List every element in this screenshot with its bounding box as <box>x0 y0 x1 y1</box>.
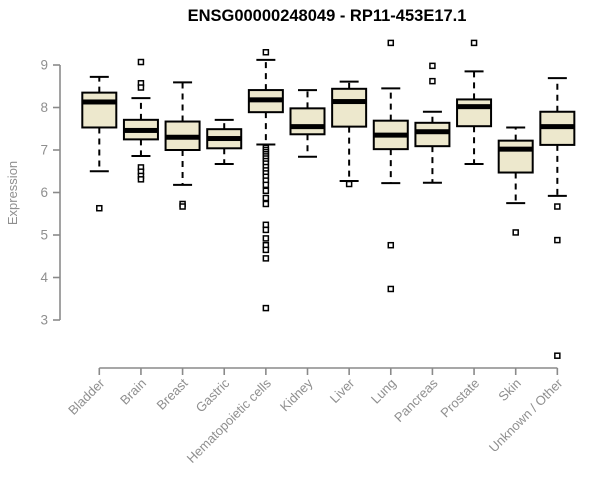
box-hematopoietic-cells <box>247 49 284 312</box>
median-bar <box>373 132 408 138</box>
outlier-point <box>512 229 519 236</box>
outlier-point <box>137 58 145 66</box>
outlier-point <box>262 194 270 202</box>
outlier-point <box>554 352 561 359</box>
outlier-point <box>262 49 270 56</box>
x-tick-label-prostate: Prostate <box>437 376 482 421</box>
iqr-box <box>414 121 451 148</box>
median-bar <box>248 97 283 103</box>
x-tick-label-kidney: Kidney <box>277 375 316 414</box>
outlier-point <box>262 200 270 208</box>
iqr-box <box>331 87 368 128</box>
x-tick-label-lung: Lung <box>368 376 399 407</box>
outlier-point <box>470 39 478 47</box>
outlier-point <box>96 204 103 212</box>
median-bar <box>332 99 367 105</box>
outlier-point <box>137 176 145 183</box>
y-axis-title: Expression <box>5 161 20 225</box>
y-tick-label: 4 <box>40 270 48 285</box>
outlier-point <box>262 221 270 229</box>
outlier-point <box>345 180 353 188</box>
y-tick-label: 5 <box>40 228 48 243</box>
median-bar <box>540 124 575 130</box>
outlier-point <box>429 62 436 70</box>
box-kidney <box>289 89 326 158</box>
iqr-box <box>456 98 493 128</box>
box-brain <box>122 58 159 183</box>
median-bar <box>290 124 325 130</box>
iqr-box <box>497 139 534 174</box>
x-tick-label-brain: Brain <box>117 376 149 408</box>
median-bar <box>207 136 242 142</box>
iqr-box <box>289 107 326 136</box>
outlier-point <box>262 226 270 234</box>
x-tick-label-pancreas: Pancreas <box>391 375 441 425</box>
y-tick-label: 6 <box>40 185 48 200</box>
outlier-point <box>387 285 395 293</box>
x-tick-label-bladder: Bladder <box>65 375 108 418</box>
median-bar <box>165 134 200 140</box>
outlier-point <box>429 77 436 85</box>
outlier-point <box>554 203 561 210</box>
outlier-point <box>262 181 270 189</box>
box-gastric <box>206 118 243 166</box>
box-breast <box>164 81 201 210</box>
median-bar <box>415 129 450 135</box>
y-tick-label: 9 <box>40 58 48 73</box>
box-lung <box>372 39 409 293</box>
outlier-point <box>262 304 270 312</box>
outlier-point <box>262 235 270 242</box>
chart-title: ENSG00000248049 - RP11-453E17.1 <box>188 7 467 25</box>
iqr-box <box>81 91 118 129</box>
median-bar <box>457 104 492 110</box>
x-tick-label-unknown-other: Unknown / Other <box>486 375 566 455</box>
x-tick-label-gastric: Gastric <box>193 375 233 415</box>
median-bar <box>123 127 158 133</box>
box-prostate <box>456 39 493 166</box>
box-bladder <box>81 75 118 212</box>
y-tick-label: 3 <box>40 313 48 328</box>
outlier-point <box>262 255 270 262</box>
x-tick-label-liver: Liver <box>327 375 358 406</box>
box-unknown-other <box>539 77 576 359</box>
median-bar <box>82 99 117 105</box>
median-bar <box>498 146 533 152</box>
box-pancreas <box>414 62 451 184</box>
x-tick-label-breast: Breast <box>154 375 191 412</box>
outlier-point <box>262 246 270 254</box>
y-tick-label: 7 <box>40 143 48 158</box>
outlier-point <box>179 203 186 210</box>
outlier-point <box>387 241 395 249</box>
outlier-point <box>262 187 270 195</box>
outlier-point <box>137 84 145 91</box>
outlier-point <box>554 236 561 244</box>
x-tick-label-skin: Skin <box>495 376 523 404</box>
y-axis: 3 4 5 6 7 8 9 <box>40 58 61 328</box>
outlier-point <box>387 39 395 47</box>
box-skin <box>497 126 534 236</box>
box-liver <box>331 80 368 188</box>
y-tick-label: 8 <box>40 100 48 115</box>
